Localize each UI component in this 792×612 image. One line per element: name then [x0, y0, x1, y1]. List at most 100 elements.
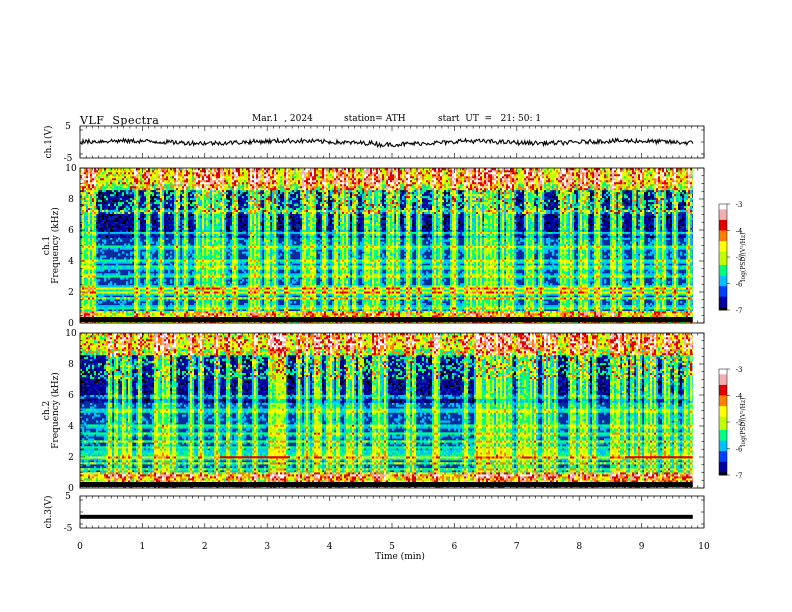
spectrogram-cell [310, 299, 312, 301]
spectrogram-cell [438, 295, 440, 297]
spectrogram-cell [516, 289, 518, 291]
spectrogram-cell [412, 311, 414, 313]
spectrogram-cell [500, 289, 502, 291]
spectrogram-cell [688, 299, 690, 301]
spectrogram-cell [200, 313, 202, 315]
spectrogram-cell [342, 297, 344, 299]
spectrogram-cell [224, 311, 226, 313]
spectrogram-cell [464, 299, 466, 301]
spectrogram-cell [504, 309, 506, 311]
spectrogram-cell [240, 307, 242, 309]
spectrogram-cell [146, 313, 148, 315]
spectrogram-cell [122, 303, 124, 305]
spectrogram-cell [450, 313, 452, 315]
spectrogram-cell [134, 287, 136, 289]
spectrogram-cell [558, 309, 560, 311]
spectrogram-cell [86, 297, 88, 299]
spectrogram-cell [478, 313, 480, 315]
spectrogram-cell [420, 305, 422, 307]
spectrogram-cell [218, 315, 220, 317]
spectrogram-cell [488, 293, 490, 295]
spectrogram-cell [344, 295, 346, 297]
spectrogram-cell [186, 301, 188, 303]
spectrogram-cell [504, 297, 506, 299]
spectrogram-cell [314, 307, 316, 309]
spectrogram-cell [278, 313, 280, 315]
spectrogram-cell [344, 305, 346, 307]
spectrogram-cell [518, 311, 520, 313]
spectrogram-cell [658, 293, 660, 295]
spectrogram-cell [264, 303, 266, 305]
spectrogram-cell [408, 289, 410, 291]
spectrogram-cell [640, 301, 642, 303]
spectrogram-cell [260, 297, 262, 299]
spectrogram-cell [342, 299, 344, 301]
spectrogram-cell [296, 287, 298, 289]
spectrogram-cell [316, 307, 318, 309]
spectrogram-cell [362, 309, 364, 311]
spectrogram-cell [494, 299, 496, 301]
spectrogram-cell [190, 289, 192, 291]
spectrogram-cell [380, 307, 382, 309]
spectrogram-cell [136, 315, 138, 317]
spectrogram-cell [478, 305, 480, 307]
spectrogram-cell [298, 307, 300, 309]
spectrogram-cell [246, 313, 248, 315]
spectrogram-cell [158, 287, 160, 289]
spectrogram-cell [266, 287, 268, 289]
spectrogram-cell [506, 305, 508, 307]
spectrogram-cell [152, 289, 154, 291]
spectrogram-cell [324, 303, 326, 305]
spectrogram-cell [188, 311, 190, 313]
spectrogram-cell [456, 293, 458, 295]
spectrogram-cell [428, 313, 430, 315]
spectrogram-cell [116, 307, 118, 309]
spectrogram-cell [362, 301, 364, 303]
spectrogram-cell [174, 293, 176, 295]
spectrogram-cell [424, 315, 426, 317]
spectrogram-cell [388, 307, 390, 309]
spectrogram-cell [470, 303, 472, 305]
spectrogram-cell [256, 293, 258, 295]
spectrogram-cell [252, 299, 254, 301]
spectrogram-cell [618, 297, 620, 299]
spectrogram-cell [484, 295, 486, 297]
spectrogram-cell [192, 289, 194, 291]
spectrogram-cell [400, 313, 402, 315]
spectrogram-cell [626, 293, 628, 295]
spectrogram-cell [666, 289, 668, 291]
spectrogram-cell [150, 313, 152, 315]
spectrogram-cell [296, 289, 298, 291]
spectrogram-cell [130, 299, 132, 301]
spectrogram-cell [304, 311, 306, 313]
spectrogram-cell [632, 303, 634, 305]
spectrogram-cell [348, 307, 350, 309]
spectrogram-cell [452, 311, 454, 313]
spectrogram-cell [196, 305, 198, 307]
spectrogram-cell [388, 313, 390, 315]
spectrogram-cell [532, 301, 534, 303]
spectrogram-cell [672, 305, 674, 307]
spectrogram-cell [598, 301, 600, 303]
spectrogram-cell [582, 311, 584, 313]
spectrogram-cell [368, 289, 370, 291]
spectrogram-cell [532, 295, 534, 297]
spectrogram-cell [578, 297, 580, 299]
spectrogram-cell [452, 313, 454, 315]
spectrogram-cell [500, 309, 502, 311]
spectrogram-cell [528, 289, 530, 291]
spectrogram-cell [392, 305, 394, 307]
spectrogram-cell [300, 313, 302, 315]
spectrogram-cell [514, 315, 516, 317]
spectrogram-cell [658, 291, 660, 293]
spectrogram-cell [456, 299, 458, 301]
spectrogram-cell [224, 315, 226, 317]
spectrogram-cell [588, 303, 590, 305]
spectrogram-cell [518, 291, 520, 293]
spectrogram-cell [512, 311, 514, 313]
spectrogram-cell [138, 287, 140, 289]
spectrogram-cell [152, 305, 154, 307]
spectrogram-cell [90, 289, 92, 291]
spectrogram-cell [690, 305, 692, 307]
spectrogram-cell [578, 291, 580, 293]
